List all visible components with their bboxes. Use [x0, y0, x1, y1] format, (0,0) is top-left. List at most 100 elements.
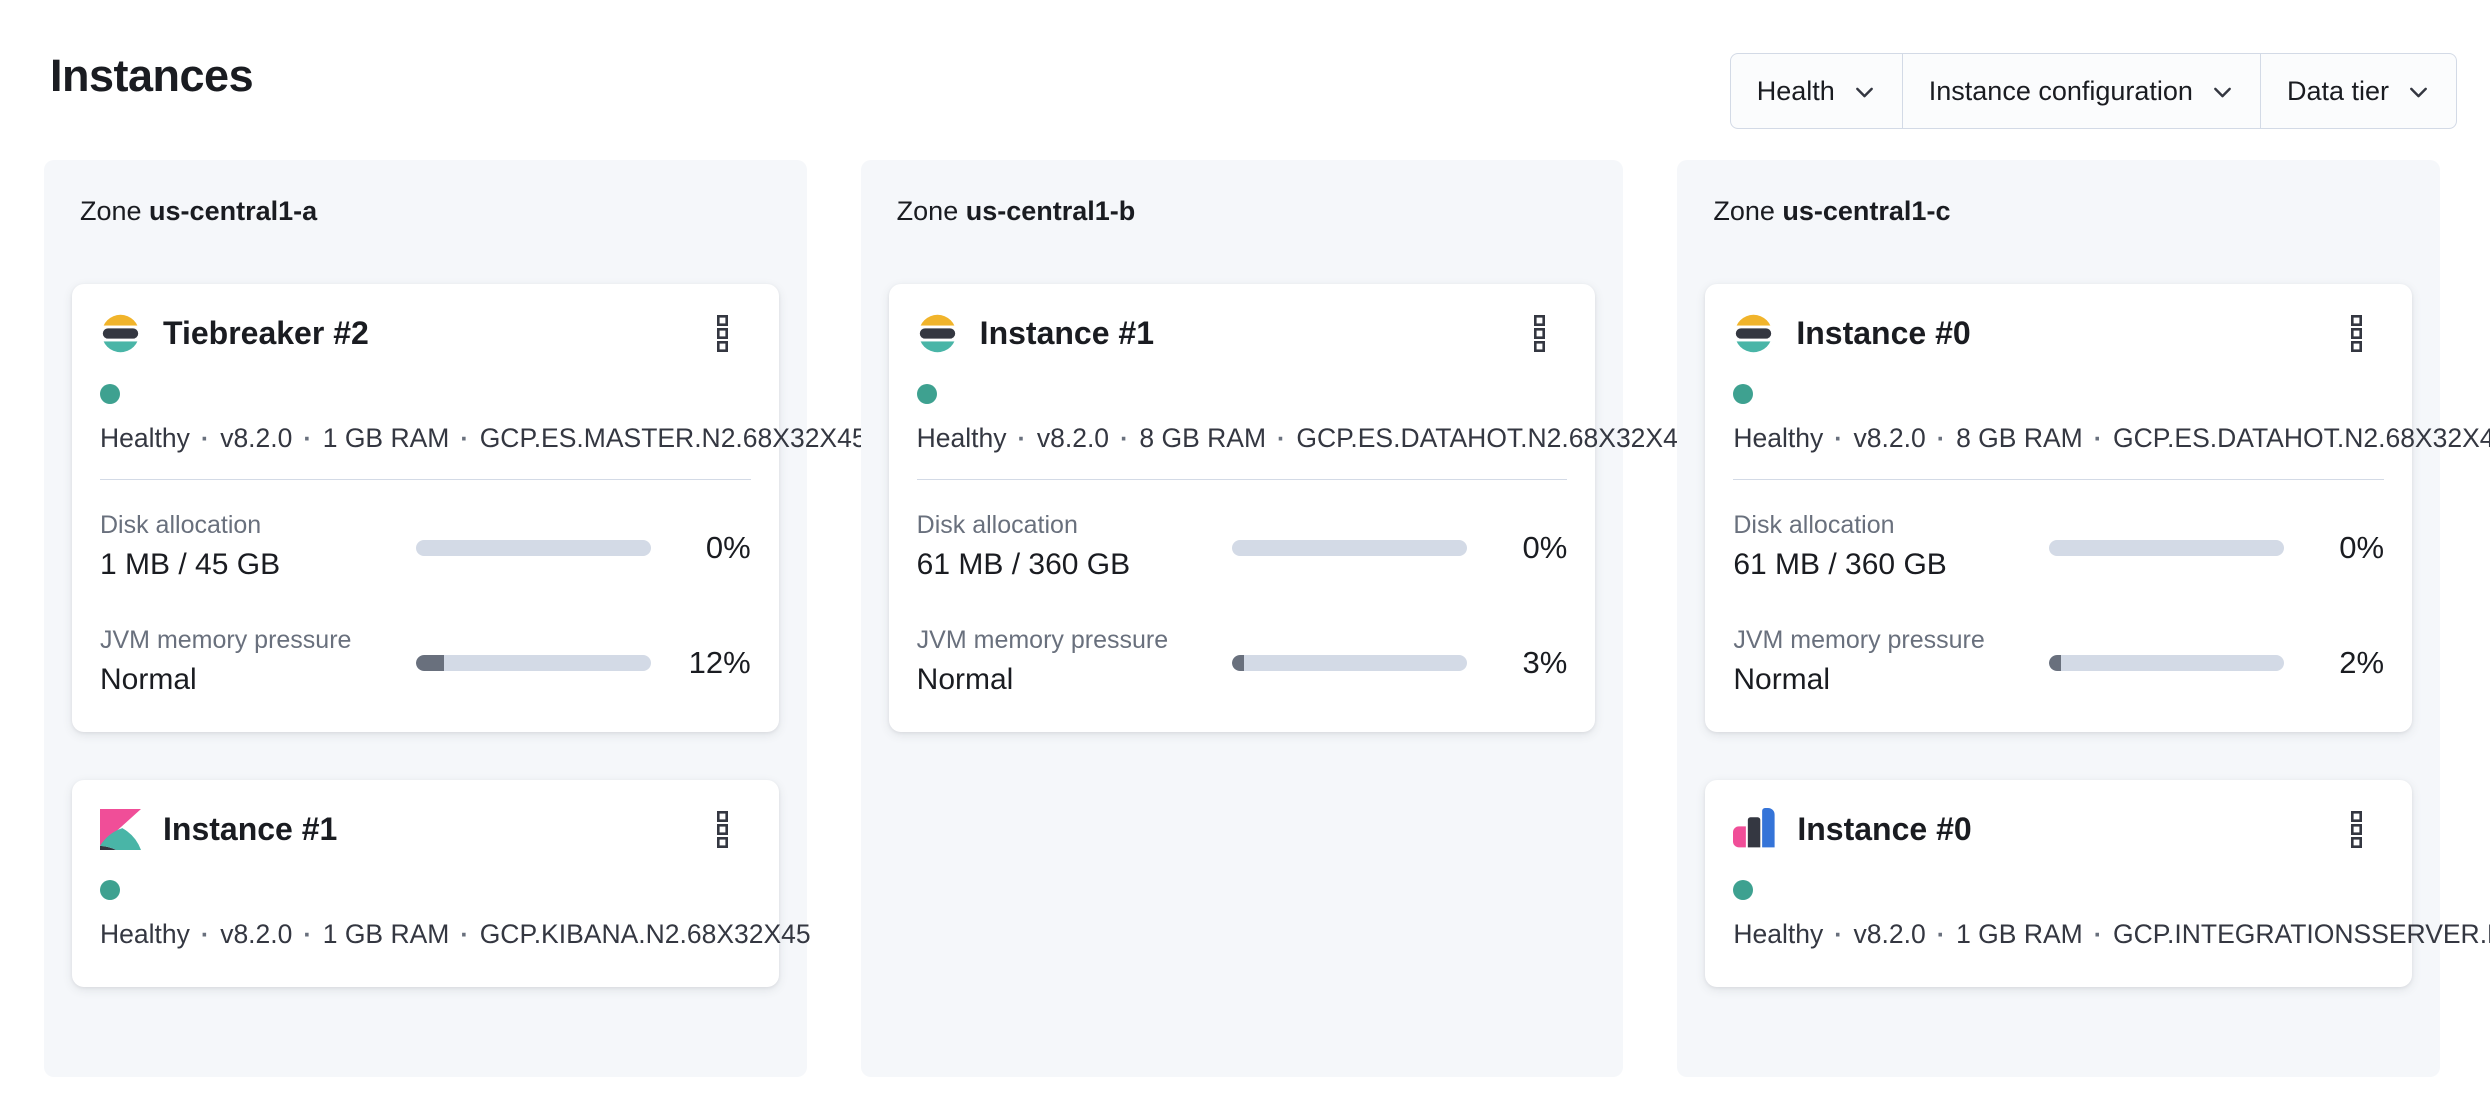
instance-attribute: 1 GB RAM	[322, 919, 450, 949]
health-status-text: Healthy	[100, 919, 190, 949]
metric-label: JVM memory pressure	[916, 626, 1169, 654]
instance-title: Instance #0	[1797, 811, 1972, 847]
instance-attribute: 8 GB RAM	[1139, 423, 1267, 453]
health-status-dot	[100, 384, 120, 404]
metric-percent: 12%	[688, 644, 751, 680]
attribute-separator-dot: ·	[303, 921, 312, 949]
attribute-separator-dot: ·	[1017, 425, 1026, 453]
health-status-dot	[100, 880, 120, 900]
instance-health-line: Healthy · v8.2.0 · 1 GB RAM · GCP.INTEGRATIONS…	[1733, 868, 2490, 957]
card-divider	[1733, 479, 2385, 480]
metric-progress-fill	[415, 654, 444, 671]
metric-progress-bar	[2049, 539, 2285, 556]
instance-attribute: GCP.ES.DATAHOT.N2.68X32X45	[2113, 423, 2490, 453]
instance-menu-button[interactable]	[701, 806, 745, 852]
instance-card: Tiebreaker #2 Healthy · v8.2.0 · 1 GB RAM · GCP…	[72, 284, 1068, 732]
attribute-separator-dot: ·	[2093, 921, 2103, 949]
instance-card-header: Instance #0	[1733, 310, 2384, 356]
zone-name: us-central1-c	[1782, 196, 1951, 226]
metric-value: Normal	[1733, 663, 1831, 696]
metric-progress-bar	[2049, 654, 2285, 671]
kebab-menu-icon	[716, 810, 729, 848]
zone-label: Zone us-central1-c	[1713, 194, 2412, 228]
attribute-separator-dot: ·	[460, 921, 469, 949]
chevron-down-icon	[1855, 87, 1873, 98]
metric-value: 61 MB / 360 GB	[1733, 548, 1947, 581]
metric-info: JVM memory pressure Normal	[100, 623, 416, 702]
filter-data-tier-button[interactable]: Data tier	[2259, 54, 2456, 128]
instance-menu-button[interactable]	[1517, 310, 1561, 356]
instance-card: Instance #1 Healthy · v8.2.0 · 1 GB RAM · GCP.K…	[72, 780, 811, 987]
metric-row: Disk allocation 61 MB / 360 GB 0%	[917, 508, 1568, 587]
attribute-separator-dot: ·	[200, 921, 210, 949]
metric-label: Disk allocation	[916, 511, 1078, 539]
metric-label: Disk allocation	[100, 511, 262, 539]
metric-value: 61 MB / 360 GB	[916, 548, 1131, 581]
metric-row: JVM memory pressure Normal 2%	[1733, 623, 2384, 702]
attribute-separator-dot: ·	[1277, 425, 1286, 453]
chevron-down-icon	[2214, 87, 2231, 98]
page-title: Instances	[50, 50, 254, 101]
metrics-section: Disk allocation 61 MB / 360 GB 0% JVM memor…	[917, 508, 1568, 702]
attribute-separator-dot: ·	[1834, 425, 1843, 453]
health-status-text: Healthy	[1733, 919, 1824, 949]
instance-card-header: Tiebreaker #2	[100, 310, 751, 356]
filter-instance-configuration-button[interactable]: Instance configuration	[1901, 54, 2260, 128]
zone-label-prefix: Zone	[1713, 196, 1783, 226]
metric-progress-bar	[1232, 654, 1468, 671]
metric-percent: 0%	[1522, 529, 1568, 565]
metric-label: Disk allocation	[1733, 511, 1895, 539]
instance-health-line: Healthy · v8.2.0 · 1 GB RAM · GCP.ES.MASTER.N2…	[100, 372, 1068, 461]
metric-info: Disk allocation 61 MB / 360 GB	[1733, 508, 2049, 587]
instance-card-header: Instance #0	[1733, 806, 2384, 852]
zone-label-prefix: Zone	[80, 196, 150, 226]
metric-percent: 2%	[2339, 644, 2385, 680]
health-status-text: Healthy	[916, 423, 1007, 453]
metric-info: Disk allocation 61 MB / 360 GB	[917, 508, 1233, 587]
instance-card: Instance #0 Healthy · v8.2.0 · 8 GB RAM · GCP.E…	[1705, 284, 2490, 732]
chevron-down-icon	[2410, 87, 2427, 98]
instance-menu-button[interactable]	[701, 310, 745, 356]
instance-title: Instance #1	[163, 811, 338, 847]
health-status-dot	[1733, 880, 1754, 900]
instance-attribute: GCP.ES.DATAHOT.N2.68X32X45	[1296, 423, 1693, 453]
filter-instance-configuration-label: Instance configuration	[1928, 75, 2193, 106]
integrations-server-logo	[1733, 808, 1775, 850]
instance-card: Instance #1 Healthy · v8.2.0 · 8 GB RAM · GCP.E…	[888, 284, 2403, 732]
card-divider	[100, 479, 751, 480]
filter-health-label: Health	[1756, 75, 1835, 106]
metric-value: 1 MB / 45 GB	[100, 548, 281, 581]
attribute-separator-dot: ·	[1936, 921, 1946, 949]
zone-label-prefix: Zone	[896, 196, 966, 226]
kebab-menu-icon	[716, 314, 729, 352]
zones-container: Zone us-central1-a Tiebreaker #2 Healthy · v…	[44, 160, 2490, 1077]
instance-attribute: GCP.INTEGRATIONSSERVER.N2.68X32X45	[2113, 919, 2490, 949]
attribute-separator-dot: ·	[2093, 425, 2103, 453]
attribute-separator-dot: ·	[460, 425, 469, 453]
instance-menu-button[interactable]	[2334, 310, 2378, 356]
elasticsearch-logo	[917, 313, 958, 354]
metric-row: JVM memory pressure Normal 12%	[100, 623, 751, 702]
kibana-logo	[100, 808, 141, 850]
instance-attribute: v8.2.0	[1853, 919, 1926, 949]
instance-attribute: v8.2.0	[1036, 423, 1110, 453]
metric-progress-fill	[1232, 654, 1245, 671]
instance-attribute: 8 GB RAM	[1956, 423, 2083, 453]
zone-label: Zone us-central1-b	[897, 194, 1596, 228]
metric-label: JVM memory pressure	[100, 626, 352, 654]
instance-title: Tiebreaker #2	[163, 315, 369, 351]
instance-attribute: 1 GB RAM	[1956, 919, 2083, 949]
instance-card-header: Instance #1	[917, 310, 1568, 356]
attribute-separator-dot: ·	[1936, 425, 1946, 453]
filter-health-button[interactable]: Health	[1731, 54, 1902, 128]
zone-label: Zone us-central1-a	[80, 194, 779, 228]
instance-attribute: GCP.KIBANA.N2.68X32X45	[479, 919, 811, 949]
zone-panel-us-central1-a: Zone us-central1-a Tiebreaker #2 Healthy · v…	[44, 160, 1068, 1077]
metrics-section: Disk allocation 61 MB / 360 GB 0% JVM memor…	[1733, 508, 2384, 702]
instance-title: Instance #0	[1796, 315, 1971, 351]
metric-progress-fill	[2049, 654, 2062, 671]
filter-data-tier-label: Data tier	[2286, 75, 2389, 106]
metrics-section: Disk allocation 1 MB / 45 GB 0% JVM memory …	[100, 508, 751, 702]
kebab-menu-icon	[2350, 810, 2363, 848]
instance-menu-button[interactable]	[2334, 806, 2378, 852]
